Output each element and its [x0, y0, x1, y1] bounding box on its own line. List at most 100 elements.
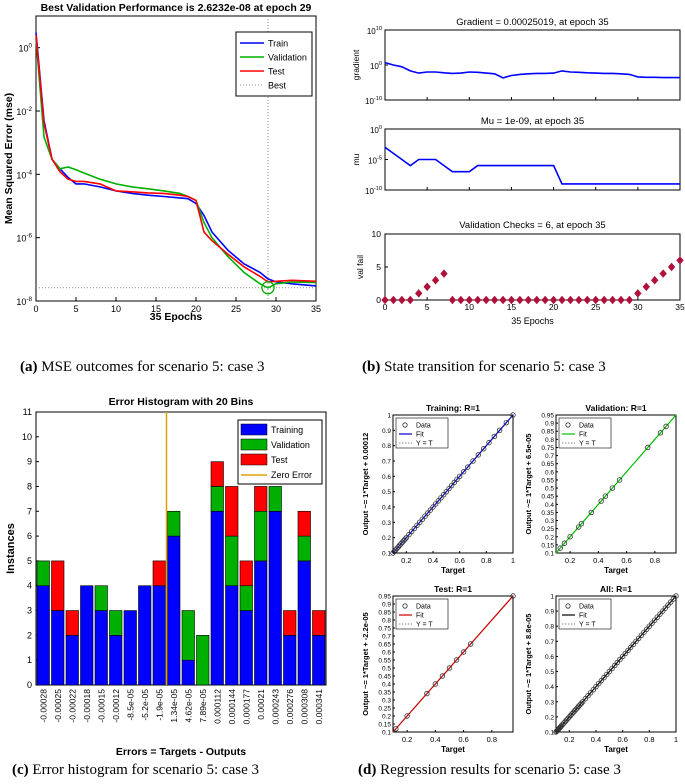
regression-validation-ytick-label: 0.7	[545, 453, 554, 460]
regression-all-xlabel: Target	[604, 745, 628, 754]
regression-validation-data-point	[578, 521, 585, 527]
regression-test-ytick-label: 0.5	[382, 666, 391, 673]
regression-all-data-point	[643, 626, 650, 632]
regression-validation-ylabel: Output ~= 1*Target + 6.5e-05	[524, 434, 533, 535]
regression-training-ylabel: Output ~= 1*Target + 0.00012	[361, 433, 370, 536]
valfail-xtick-label: 30	[633, 302, 643, 312]
mu-ylabel: mu	[351, 153, 361, 165]
regression-validation-data-point	[657, 430, 664, 436]
performance-series-line-validation	[35, 38, 317, 289]
regression-training-chart: Training: R=1 Target Output ~= 1*Target + …	[361, 403, 516, 575]
valfail-point	[625, 295, 634, 305]
regression-test-legend-label: Data	[416, 604, 431, 611]
regression-training-legend-label: Data	[416, 423, 431, 430]
regression-validation-data-point	[561, 540, 568, 546]
histogram-category-label: -1.9e-05	[154, 689, 164, 721]
regression-training-xlabel: Target	[441, 566, 465, 575]
regression-validation-ytick-label: 0.55	[541, 477, 554, 484]
valfail-xtick-label: 0	[383, 302, 388, 312]
valfail-point	[381, 295, 389, 305]
regression-all-data-point	[573, 706, 579, 713]
gradient-ytick-label: 1010	[367, 26, 382, 36]
regression-training-ytick-label: 0.3	[382, 520, 391, 527]
regression-all-data-point	[633, 638, 639, 645]
regression-all-data-point	[641, 629, 647, 635]
histogram-bar-test	[283, 610, 297, 636]
regression-validation-xtick-label: 0.4	[593, 556, 603, 565]
caption-c: (c) Error histogram for scenario 5: case…	[12, 762, 259, 778]
regression-test-xlabel: Target	[441, 745, 465, 754]
regression-validation-ytick-label: 0.2	[545, 534, 554, 541]
histogram-bar-validation	[196, 635, 210, 686]
regression-test-ytick-label: 0.1	[382, 730, 391, 737]
regression-validation-ytick-label: 0.9	[545, 421, 554, 428]
histogram-bar-training	[80, 585, 94, 686]
regression-all-data-point	[627, 644, 634, 651]
histogram-ytick-label: 11	[23, 407, 32, 417]
valfail-axes-box	[384, 233, 681, 301]
regression-test-data-point	[453, 657, 460, 663]
histogram-bar-training	[65, 635, 79, 686]
valfail-point	[482, 295, 490, 305]
regression-validation-ytick-label: 0.75	[541, 445, 554, 452]
regression-all-ytick-label: 0.2	[545, 714, 554, 721]
histogram-bar-test	[210, 461, 224, 487]
regression-all-data-point	[638, 632, 645, 638]
regression-training-data-point	[395, 544, 402, 550]
histogram-bar-training	[239, 610, 253, 686]
histogram-category-label: -0.00025	[53, 689, 63, 723]
regression-training-data-point	[400, 538, 407, 544]
histogram-category-label: -0.00018	[82, 689, 92, 723]
regression-all-xtick-label: 0.2	[564, 735, 574, 744]
regression-training-xtick-label: 0.8	[481, 556, 491, 565]
regression-test-ytick-label: 0.85	[378, 610, 391, 617]
regression-training-data-point	[402, 536, 408, 542]
valfail-xtick-label: 15	[507, 302, 517, 312]
valfail-xtick-label: 25	[591, 302, 601, 312]
regression-validation-data-point	[602, 493, 609, 499]
regression-training-legend-swatch	[402, 422, 408, 428]
regression-all-data-point	[579, 699, 586, 705]
valfail-title: Validation Checks = 6, at epoch 35	[459, 220, 605, 231]
valfail-ytick-label: 10	[372, 229, 382, 239]
histogram-bar-training	[181, 659, 195, 686]
valfail-point	[575, 295, 583, 305]
regression-training-ytick-label: 0.5	[382, 489, 391, 496]
regression-all-data-point	[611, 662, 618, 669]
valfail-point	[634, 289, 642, 298]
regression-validation-data-point	[616, 477, 623, 483]
regression-training-data-point	[475, 452, 482, 458]
valfail-point	[676, 256, 684, 265]
regression-training-title: Training: R=1	[426, 403, 480, 413]
regression-all-xtick-label: 0.8	[644, 735, 654, 744]
histogram-ytick-label: 10	[22, 432, 32, 442]
regression-validation-chart: Validation: R=1 Target Output ~= 1*Target …	[524, 403, 677, 575]
histogram-bar-training	[312, 635, 326, 686]
histogram-category-label: -5.2e-05	[140, 689, 150, 721]
regression-all-legend-box	[558, 598, 612, 630]
performance-xtick-label: 30	[271, 304, 281, 314]
caption-b: (b) State transition for scenario 5: cas…	[362, 359, 606, 375]
performance-xtick-label: 15	[151, 304, 161, 314]
regression-test-data-point	[404, 713, 410, 719]
valfail-point	[558, 295, 566, 305]
regression-all-data-point	[654, 614, 661, 620]
mu-series-line	[384, 146, 680, 185]
regression-all-xtick-label: 0.6	[617, 735, 627, 744]
valfail-point	[499, 295, 507, 305]
regression-all-data-point	[667, 599, 674, 605]
histogram-ytick-label: 2	[27, 630, 32, 640]
mu-ytick-label: 10-10	[365, 186, 382, 196]
histogram-legend-label: Zero Error	[271, 470, 312, 480]
histogram-legend-swatch	[240, 438, 268, 451]
regression-test-ytick-label: 0.3	[382, 698, 391, 705]
histogram-ytick-label: 3	[27, 606, 32, 616]
regression-test-ytick-label: 0.6	[382, 650, 391, 657]
regression-all-ytick-label: 0.6	[545, 654, 554, 661]
regression-all-legend-label: Data	[579, 604, 594, 611]
regression-test-legend-label: Y = T	[416, 622, 433, 629]
regression-training-xtick-label: 0.4	[428, 556, 438, 565]
valfail-point	[415, 289, 423, 298]
valfail-point	[490, 295, 499, 305]
performance-ytick-label: 10-8	[16, 296, 32, 307]
